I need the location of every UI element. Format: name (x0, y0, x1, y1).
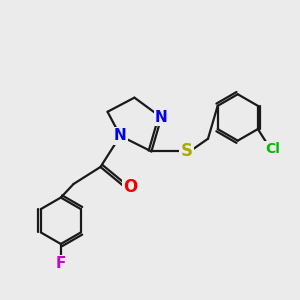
Text: O: O (123, 178, 137, 196)
Text: F: F (56, 256, 66, 271)
Text: N: N (155, 110, 168, 125)
Text: Cl: Cl (265, 142, 280, 156)
Text: S: S (181, 142, 193, 160)
Text: N: N (114, 128, 127, 143)
